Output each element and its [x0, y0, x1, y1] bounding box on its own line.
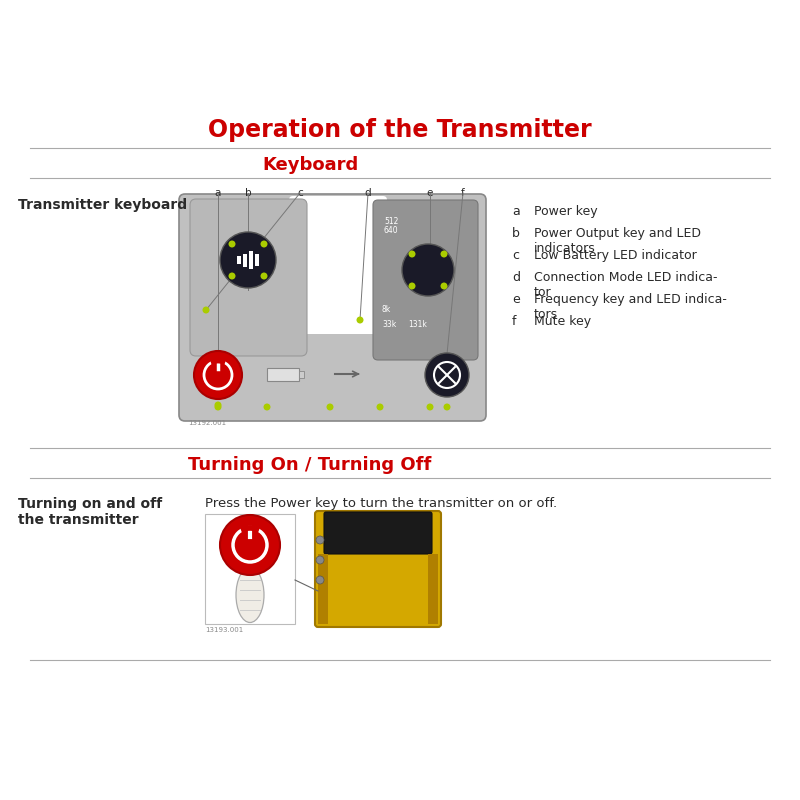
Circle shape	[443, 403, 450, 410]
Text: Power Output key and LED
indicators: Power Output key and LED indicators	[534, 227, 701, 255]
Circle shape	[426, 403, 434, 410]
Text: Connection Mode LED indica-
tor: Connection Mode LED indica- tor	[534, 271, 718, 299]
Text: b: b	[512, 227, 520, 240]
Text: Operation of the Transmitter: Operation of the Transmitter	[208, 118, 592, 142]
Circle shape	[409, 282, 415, 290]
Text: e: e	[427, 188, 433, 198]
Bar	[243, 254, 247, 267]
Text: Press the Power key to turn the transmitter on or off.: Press the Power key to turn the transmit…	[205, 497, 557, 510]
Text: f: f	[461, 188, 465, 198]
FancyBboxPatch shape	[373, 200, 478, 360]
Circle shape	[326, 403, 334, 410]
Text: 8k: 8k	[382, 305, 391, 314]
FancyBboxPatch shape	[289, 196, 387, 334]
Text: Turning on and off
the transmitter: Turning on and off the transmitter	[18, 497, 162, 527]
Circle shape	[229, 273, 235, 279]
Circle shape	[263, 403, 270, 410]
Text: 33k: 33k	[382, 320, 396, 329]
Text: ~Tx
Hz: ~Tx Hz	[420, 260, 436, 279]
Circle shape	[214, 403, 222, 410]
Text: f: f	[512, 315, 517, 328]
Circle shape	[402, 244, 454, 296]
Text: c: c	[512, 249, 519, 262]
Text: Power key: Power key	[534, 205, 598, 218]
Circle shape	[357, 317, 363, 323]
FancyBboxPatch shape	[205, 514, 295, 624]
Circle shape	[220, 232, 276, 288]
Circle shape	[214, 402, 222, 409]
Text: 131k: 131k	[408, 320, 427, 329]
Text: d: d	[512, 271, 520, 284]
Ellipse shape	[236, 567, 264, 622]
Text: Turning On / Turning Off: Turning On / Turning Off	[188, 456, 432, 474]
FancyBboxPatch shape	[324, 512, 432, 554]
Bar	[255, 254, 259, 266]
Circle shape	[425, 353, 469, 397]
Text: d: d	[365, 188, 371, 198]
Text: Low Battery LED indicator: Low Battery LED indicator	[534, 249, 697, 262]
Text: 13193.001: 13193.001	[205, 627, 243, 633]
Bar	[318, 554, 328, 624]
Text: a: a	[512, 205, 520, 218]
Circle shape	[202, 306, 210, 314]
FancyBboxPatch shape	[315, 511, 441, 627]
Circle shape	[409, 250, 415, 258]
Text: a: a	[215, 188, 221, 198]
Text: Mute key: Mute key	[534, 315, 591, 328]
Bar	[237, 256, 241, 264]
Bar	[249, 251, 253, 269]
Bar	[428, 554, 438, 624]
Circle shape	[441, 282, 447, 290]
Circle shape	[229, 241, 235, 247]
Circle shape	[441, 250, 447, 258]
Text: Keyboard: Keyboard	[262, 156, 358, 174]
Circle shape	[261, 241, 267, 247]
Text: 640: 640	[384, 226, 398, 235]
Text: e: e	[512, 293, 520, 306]
Circle shape	[220, 515, 280, 575]
Text: b: b	[245, 188, 251, 198]
FancyBboxPatch shape	[179, 194, 486, 421]
Circle shape	[194, 351, 242, 399]
Text: Frequency key and LED indica-
tors: Frequency key and LED indica- tors	[534, 293, 727, 321]
Circle shape	[377, 403, 383, 410]
Circle shape	[316, 556, 324, 564]
Circle shape	[316, 536, 324, 544]
Text: Transmitter keyboard: Transmitter keyboard	[18, 198, 187, 212]
Text: 13192.001: 13192.001	[188, 420, 226, 426]
Bar	[267, 368, 299, 381]
FancyBboxPatch shape	[190, 199, 307, 356]
Text: c: c	[297, 188, 303, 198]
Text: 512: 512	[384, 217, 398, 226]
Bar	[299, 371, 304, 378]
Circle shape	[316, 576, 324, 584]
Circle shape	[261, 273, 267, 279]
